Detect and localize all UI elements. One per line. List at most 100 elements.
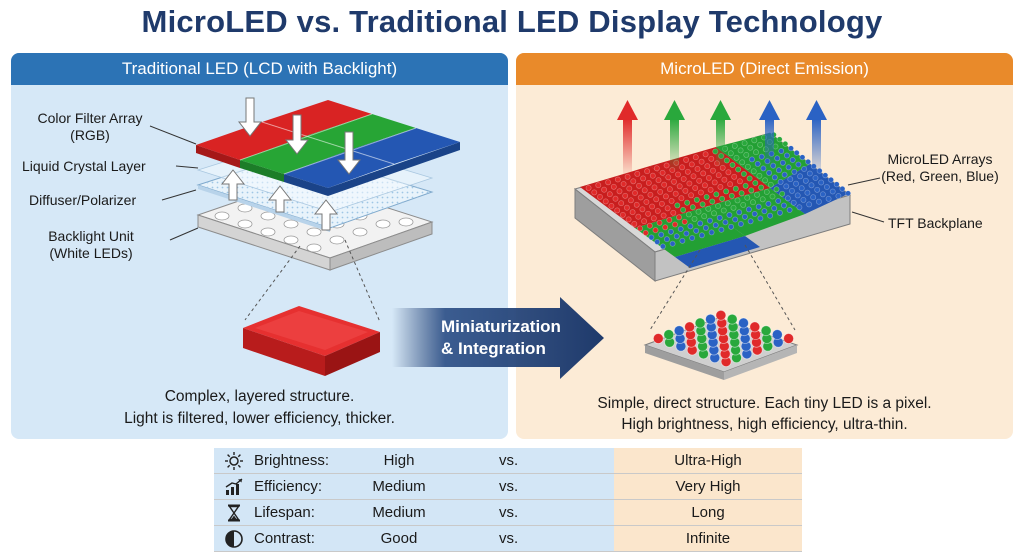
microled-pixel	[748, 187, 755, 194]
microled-pixel	[698, 158, 705, 165]
microled-pixel	[641, 218, 647, 225]
microled-pixel	[762, 177, 768, 184]
microled-pixel	[757, 141, 763, 148]
microled-pixel	[669, 240, 676, 247]
microled-pixel	[791, 168, 798, 175]
microled-pixel	[739, 159, 746, 166]
microled-pixel	[835, 193, 842, 199]
microled-pixel	[788, 145, 794, 152]
microled-caption-line1: Simple, direct structure. Each tiny LED …	[597, 395, 932, 412]
microled-pixel	[736, 209, 743, 216]
microled-pixel	[673, 233, 680, 240]
microled-pixel	[709, 198, 716, 205]
microled-pixel	[703, 224, 709, 231]
microled-pixel	[672, 221, 678, 228]
microled-value: Very High	[675, 478, 741, 495]
microled-pixel	[601, 186, 607, 193]
backlight-label-line2: (White LEDs)	[49, 245, 133, 261]
microled-pixel	[778, 148, 785, 154]
microled-pixel	[711, 179, 718, 186]
microled-closeup	[643, 309, 799, 380]
microled-pixel	[675, 171, 681, 178]
microled-pixel	[702, 182, 708, 189]
microled-pixel	[771, 205, 778, 212]
microled-pixel	[818, 179, 825, 186]
microled-pixel	[733, 154, 740, 161]
microled-arrays-label: MicroLED Arrays (Red, Green, Blue)	[874, 151, 1006, 185]
microled-pixel	[672, 190, 679, 197]
microled-pixel	[810, 194, 817, 201]
microled-pixel	[659, 200, 665, 207]
microled-value: Infinite	[685, 530, 731, 547]
microled-pixel	[656, 219, 663, 226]
microled-pixel	[693, 227, 700, 234]
microled-pixel	[643, 199, 650, 205]
microled-pixel	[667, 186, 673, 193]
microled-pixel	[763, 189, 770, 195]
microled-pixel	[743, 151, 750, 158]
microled-pixel	[790, 199, 797, 206]
microled-pixel	[703, 194, 710, 200]
microled-pixel	[683, 230, 690, 237]
microled-pixel	[636, 182, 642, 189]
microled-pixel	[691, 215, 698, 222]
microled-pixel	[745, 163, 751, 170]
microled-pixel	[746, 206, 752, 213]
microled-closeup-pixel	[652, 333, 664, 344]
microled-pixel	[624, 204, 630, 211]
microled-pixel	[757, 215, 764, 222]
microled-pixel	[747, 144, 754, 151]
microled-arrays-label-line2: (Red, Green, Blue)	[881, 168, 999, 184]
microled-pixel	[780, 159, 786, 166]
microled-pixel	[640, 175, 646, 182]
microled-pixel	[706, 174, 712, 181]
microled-pixel	[724, 200, 731, 207]
microled-closeup-pixel	[783, 333, 794, 344]
microled-closeup-pixel	[705, 313, 716, 325]
microled-dot-grid	[585, 131, 851, 250]
microled-pixel	[789, 157, 796, 163]
microled-pixel	[806, 170, 813, 177]
microled-pixel	[668, 197, 675, 204]
microled-pixel	[683, 156, 689, 163]
microled-closeup-pixel	[771, 329, 783, 341]
microled-pixel	[664, 205, 671, 212]
microled-pixel	[684, 199, 690, 206]
microled-pixel	[701, 213, 708, 220]
tft-backplane-label: TFT Backplane	[888, 215, 983, 231]
microled-pixel	[767, 212, 773, 219]
microled-pixel	[777, 178, 784, 185]
microled-pixel	[828, 176, 834, 183]
microled-pixel	[647, 191, 654, 198]
metric-label: Efficiency:	[254, 478, 323, 495]
microled-pixel	[657, 188, 664, 195]
microled-pixel	[737, 178, 743, 185]
microled-pixel	[732, 216, 739, 223]
microled-pixel	[749, 156, 755, 163]
backlight-label-line1: Backlight Unit	[48, 228, 134, 244]
vs-label: vs.	[499, 530, 519, 547]
microled-pixel	[758, 153, 765, 160]
microled-pixel	[721, 176, 728, 183]
microled-pixel	[695, 208, 702, 215]
microled-pixel	[800, 196, 807, 203]
microled-closeup-pixel	[760, 325, 772, 337]
microled-pixel	[742, 182, 749, 189]
microled-pixel	[689, 235, 695, 241]
bar-chart-icon	[225, 478, 243, 495]
microled-pixel	[690, 173, 697, 180]
microled-pixel	[696, 177, 703, 184]
microled-pixel	[632, 190, 638, 196]
microled-pixel	[646, 222, 653, 229]
microled-caption-line2: High brightness, high efficiency, ultra-…	[621, 416, 908, 433]
microled-pixel	[651, 184, 658, 191]
microled-pixel	[670, 209, 677, 216]
microled-pixel	[710, 167, 716, 174]
microled-pixel	[753, 149, 759, 156]
light-path-arrows	[220, 97, 362, 231]
microled-pixel	[723, 188, 729, 195]
microled-pixel	[737, 147, 744, 154]
microled-pixel	[637, 194, 644, 201]
microled-pixel	[659, 169, 666, 176]
microled-pixel	[801, 166, 807, 172]
